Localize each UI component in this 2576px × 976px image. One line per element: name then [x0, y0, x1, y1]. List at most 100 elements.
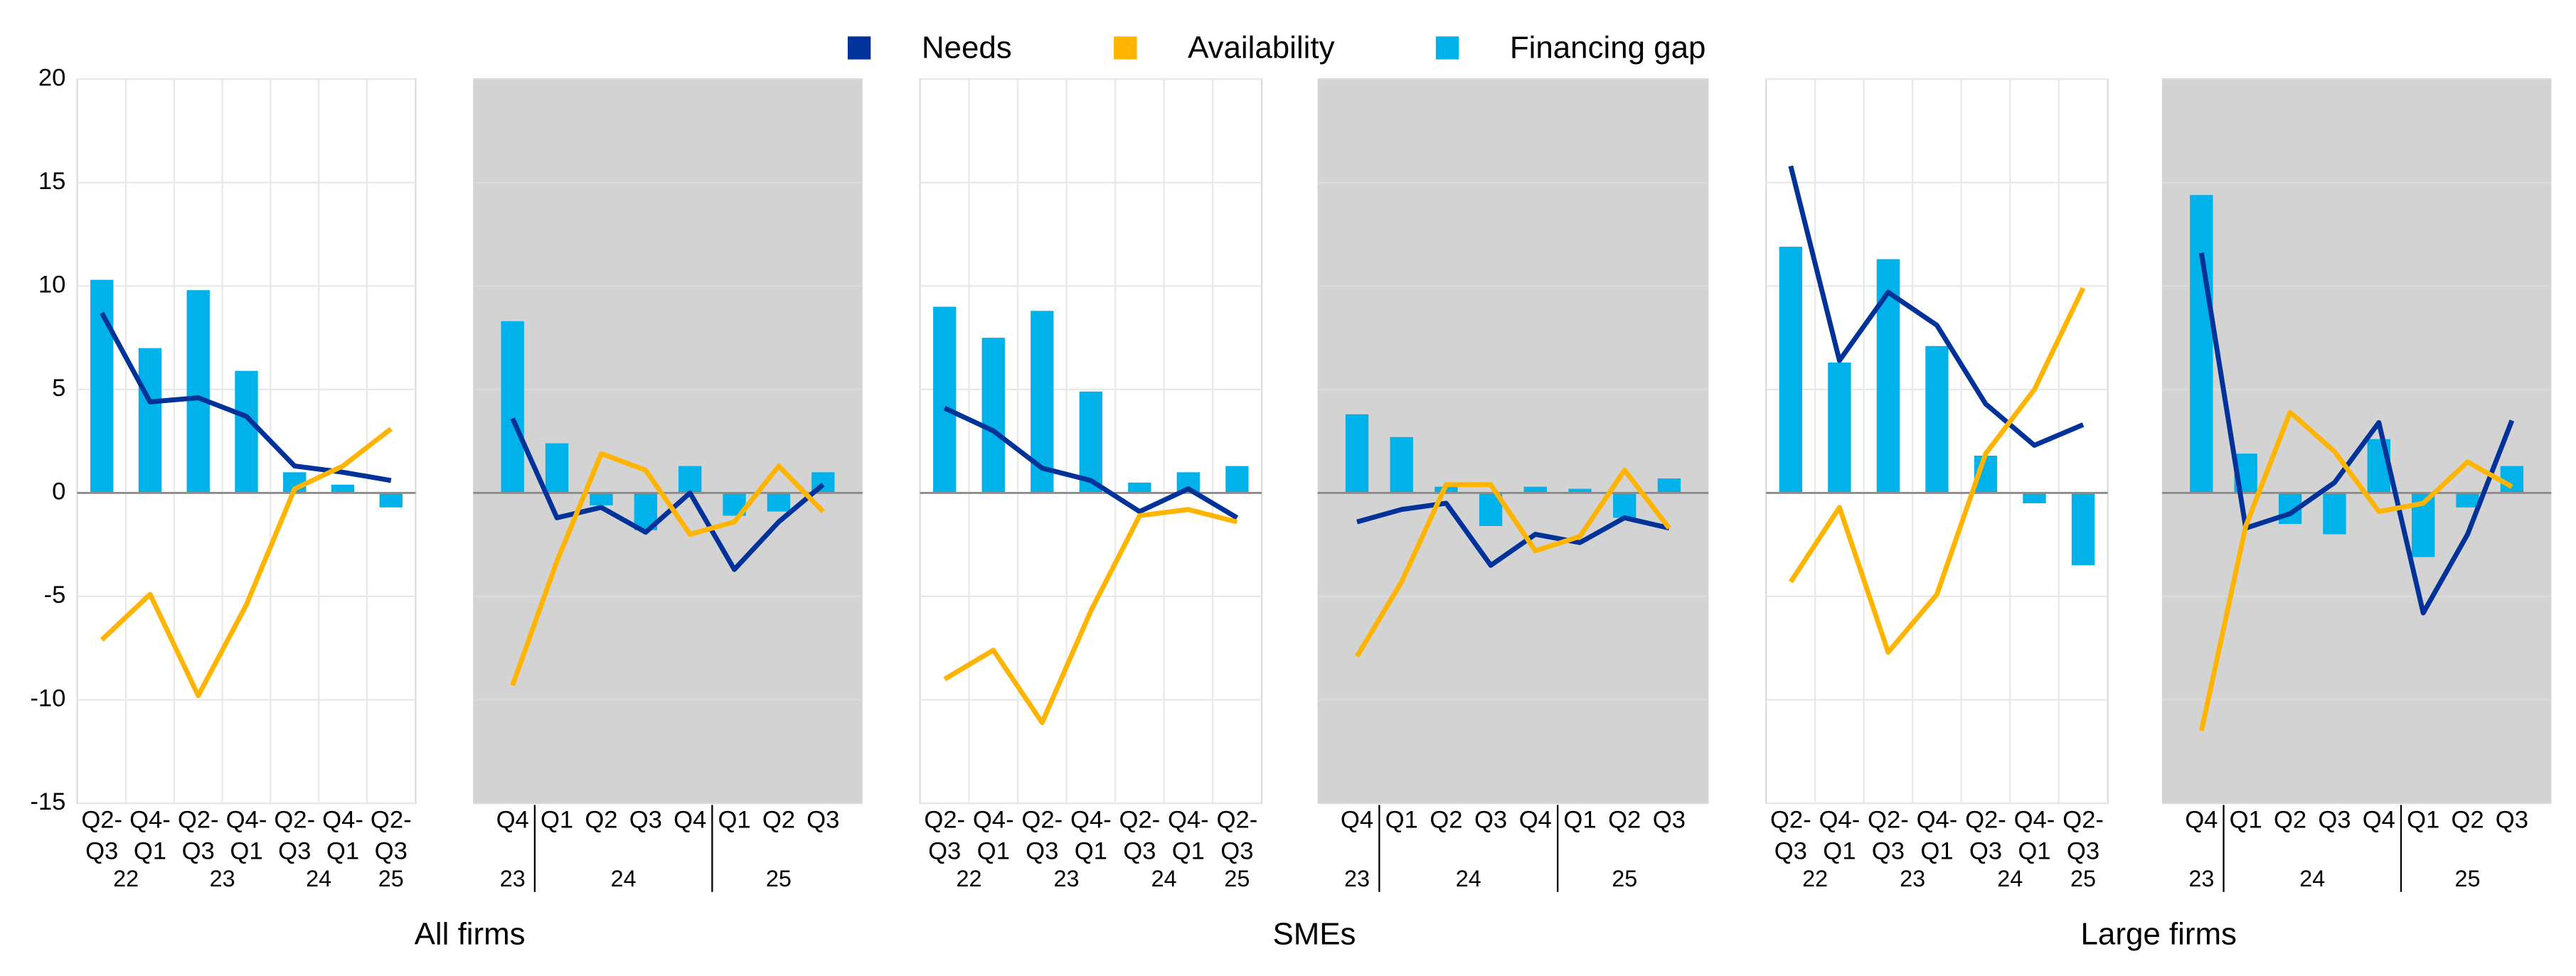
- legend-label: Financing gap: [1510, 30, 1706, 65]
- bar: [981, 338, 1005, 493]
- x-tick-label: Q4-: [1070, 807, 1112, 834]
- x-tick-label: Q4: [2363, 807, 2395, 834]
- legend-marker: [1435, 36, 1459, 60]
- x-tick-label: Q3: [1026, 837, 1058, 864]
- x-tick-label: Q4-: [1819, 807, 1861, 834]
- x-tick-label: Q4-: [226, 807, 267, 834]
- panel-background-shaded: [2161, 79, 2552, 804]
- bar: [2071, 493, 2095, 566]
- x-tick-label: Q2: [1430, 807, 1462, 834]
- line-series: [1356, 500, 1670, 568]
- x-tick-label: Q3: [2496, 807, 2528, 834]
- bar: [1345, 414, 1369, 493]
- x-tick-label: Q2-: [371, 807, 412, 834]
- x-tick-label: Q1: [134, 837, 166, 864]
- bar: [1523, 486, 1547, 493]
- x-tick-label: Q3: [2318, 807, 2351, 834]
- x-tick-label: Q3: [1653, 807, 1686, 834]
- bar: [1779, 247, 1803, 493]
- x-tick-label: Q4: [1341, 807, 1373, 834]
- x-tick-label: Q1: [230, 837, 262, 864]
- bar: [138, 348, 162, 493]
- year-label: 23: [500, 866, 526, 891]
- bar: [2456, 493, 2479, 508]
- year-label: 25: [378, 866, 404, 891]
- year-label: 22: [113, 866, 139, 891]
- x-tick-label: Q2: [762, 807, 795, 834]
- x-tick-label: Q1: [541, 807, 573, 834]
- bar: [1568, 488, 1592, 493]
- bar: [1925, 345, 1949, 493]
- x-tick-label: Q4: [1519, 807, 1552, 834]
- group-title: Large firms: [2081, 917, 2237, 952]
- line-series: [1355, 467, 1671, 658]
- line-series: [943, 405, 1239, 520]
- x-tick-label: Q1: [2407, 807, 2439, 834]
- year-label: 23: [1054, 866, 1080, 891]
- x-tick-label: Q1: [2230, 807, 2262, 834]
- bar: [933, 306, 957, 493]
- legend-marker: [1114, 36, 1137, 60]
- x-tick-label: Q3: [1474, 807, 1507, 834]
- x-tick-label: Q3: [807, 807, 839, 834]
- bar: [2023, 493, 2046, 503]
- x-tick-label: Q4: [496, 807, 529, 834]
- x-tick-label: Q1: [2018, 837, 2050, 864]
- bar: [2323, 493, 2346, 535]
- legend-label: Availability: [1188, 30, 1335, 65]
- x-tick-label: Q1: [1563, 807, 1596, 834]
- group-title: SMEs: [1272, 917, 1356, 952]
- bar: [501, 321, 524, 493]
- x-tick-label: Q4-: [1168, 807, 1209, 834]
- x-tick-label: Q2-: [1965, 807, 2006, 834]
- bar: [2500, 466, 2524, 493]
- x-tick-label: Q4-: [973, 807, 1014, 834]
- x-tick-label: Q3: [278, 837, 311, 864]
- y-tick-label: 20: [38, 64, 66, 91]
- line-series: [100, 311, 392, 483]
- bar: [186, 290, 210, 493]
- line-series: [510, 451, 825, 687]
- line-series: [1788, 286, 2086, 655]
- x-tick-label: Q3: [182, 837, 215, 864]
- x-tick-label: Q2-: [2063, 807, 2104, 834]
- x-tick-label: Q4: [2185, 807, 2218, 834]
- x-tick-label: Q2-: [274, 807, 315, 834]
- y-tick-label: -10: [30, 685, 65, 712]
- bar: [331, 484, 355, 493]
- x-tick-label: Q2-: [1217, 807, 1258, 834]
- x-tick-label: Q3: [1220, 837, 1253, 864]
- line-series: [100, 427, 393, 699]
- year-label: 25: [1612, 866, 1637, 891]
- y-tick-label: 15: [38, 168, 66, 195]
- y-tick-label: 0: [52, 478, 65, 505]
- bar: [1613, 493, 1636, 518]
- x-tick-label: Q2-: [1021, 807, 1063, 834]
- panel-background-shaded: [1317, 79, 1709, 804]
- bar: [2190, 195, 2213, 493]
- year-label: 25: [2455, 866, 2481, 891]
- line-series: [510, 417, 825, 572]
- x-tick-label: Q2: [2274, 807, 2306, 834]
- x-tick-label: Q1: [1823, 837, 1856, 864]
- x-tick-label: Q4: [674, 807, 706, 834]
- y-tick-label: 5: [52, 375, 65, 402]
- year-label: 22: [1802, 866, 1828, 891]
- bar: [235, 370, 258, 493]
- year-label: 24: [2299, 866, 2325, 891]
- x-tick-label: Q2: [2451, 807, 2484, 834]
- bar: [1828, 363, 1851, 493]
- x-tick-label: Q1: [1075, 837, 1107, 864]
- bar: [1657, 478, 1681, 493]
- y-tick-label: -5: [44, 581, 66, 608]
- x-tick-label: Q3: [629, 807, 662, 834]
- bar: [90, 279, 114, 493]
- line-series: [1788, 165, 2085, 448]
- bar: [1225, 466, 1249, 493]
- year-label: 24: [306, 866, 331, 891]
- x-tick-label: Q3: [1123, 837, 1156, 864]
- year-label: 22: [957, 866, 982, 891]
- bar: [1128, 482, 1151, 493]
